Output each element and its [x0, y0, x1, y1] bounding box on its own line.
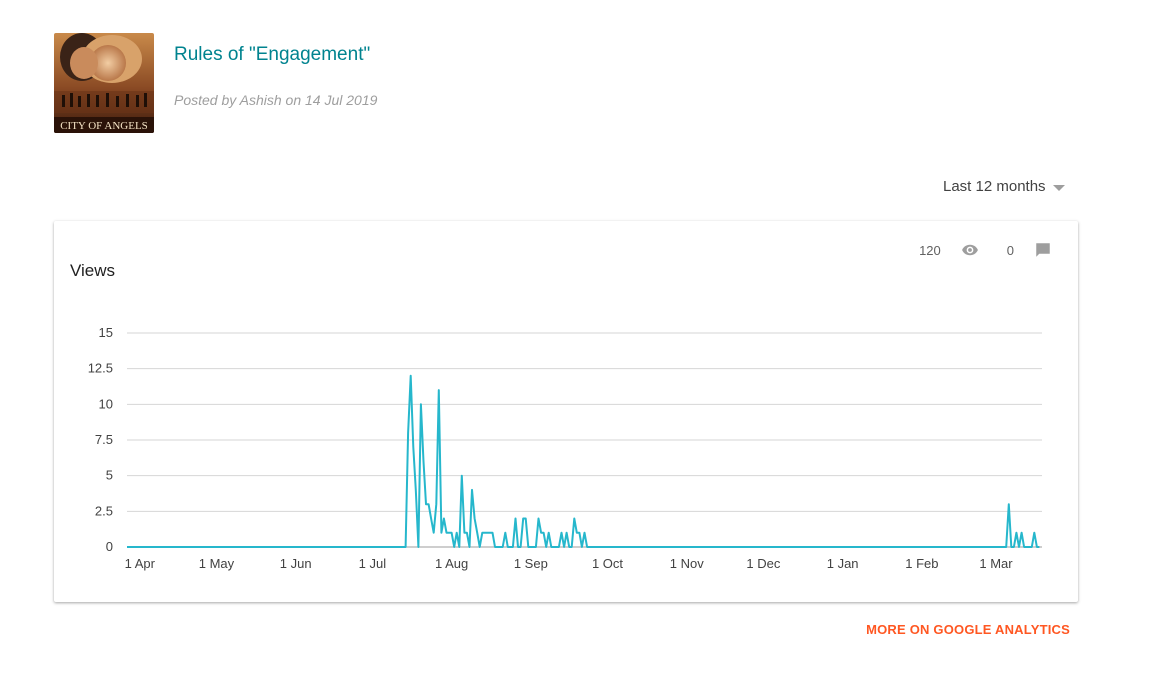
caret-down-icon — [1052, 184, 1065, 191]
views-count: 120 — [919, 242, 941, 258]
card-title: Views — [70, 261, 116, 280]
x-tick-label: 1 Jun — [280, 556, 312, 571]
x-tick-label: 1 Sep — [514, 556, 548, 571]
poster-caption: CITY OF ANGELS — [60, 120, 148, 132]
post-thumbnail[interactable]: CITY OF ANGELS — [54, 33, 154, 133]
y-tick-label: 10 — [99, 396, 113, 411]
x-tick-label: 1 Apr — [125, 556, 156, 571]
x-tick-label: 1 Oct — [592, 556, 623, 571]
eye-icon — [961, 244, 978, 256]
views-line-chart: 0 2.5 5 7.5 10 12.5 15 1 Apr 1 May 1 Jun 1 Jul 1 Au… — [88, 325, 1042, 571]
comments-count: 0 — [1006, 242, 1014, 258]
x-tick-label: 1 Dec — [746, 556, 780, 571]
stats-row: 120 0 — [919, 241, 1054, 259]
x-tick-label: 1 Aug — [435, 556, 468, 571]
x-tick-label: 1 Feb — [905, 556, 938, 571]
y-tick-label: 5 — [106, 468, 113, 483]
y-tick-label: 0 — [106, 539, 113, 554]
x-tick-label: 1 Nov — [670, 556, 704, 571]
x-tick-label: 1 Jan — [827, 556, 859, 571]
post-title-link[interactable]: Rules of "Engagement" — [174, 44, 371, 65]
movie-poster-image: CITY OF ANGELS — [54, 33, 154, 133]
comment-icon — [1036, 243, 1050, 257]
y-tick-label: 15 — [99, 325, 113, 340]
date-range-label: Last 12 months — [943, 178, 1046, 195]
post-meta: Posted by Ashish on 14 Jul 2019 — [174, 92, 378, 108]
x-tick-label: 1 Jul — [359, 556, 387, 571]
x-tick-label: 1 May — [199, 556, 235, 571]
x-tick-label: 1 Mar — [979, 556, 1013, 571]
views-card: Views 120 0 0 2.5 5 7.5 10 12.5 15 1 Apr 1 May 1 … — [54, 221, 1078, 602]
y-tick-label: 12.5 — [88, 361, 113, 376]
views-series-line — [127, 374, 1040, 548]
google-analytics-link[interactable]: MORE ON GOOGLE ANALYTICS — [866, 622, 1070, 637]
date-range-dropdown[interactable]: Last 12 months — [943, 178, 1065, 195]
y-tick-label: 2.5 — [95, 503, 113, 518]
y-tick-label: 7.5 — [95, 432, 113, 447]
